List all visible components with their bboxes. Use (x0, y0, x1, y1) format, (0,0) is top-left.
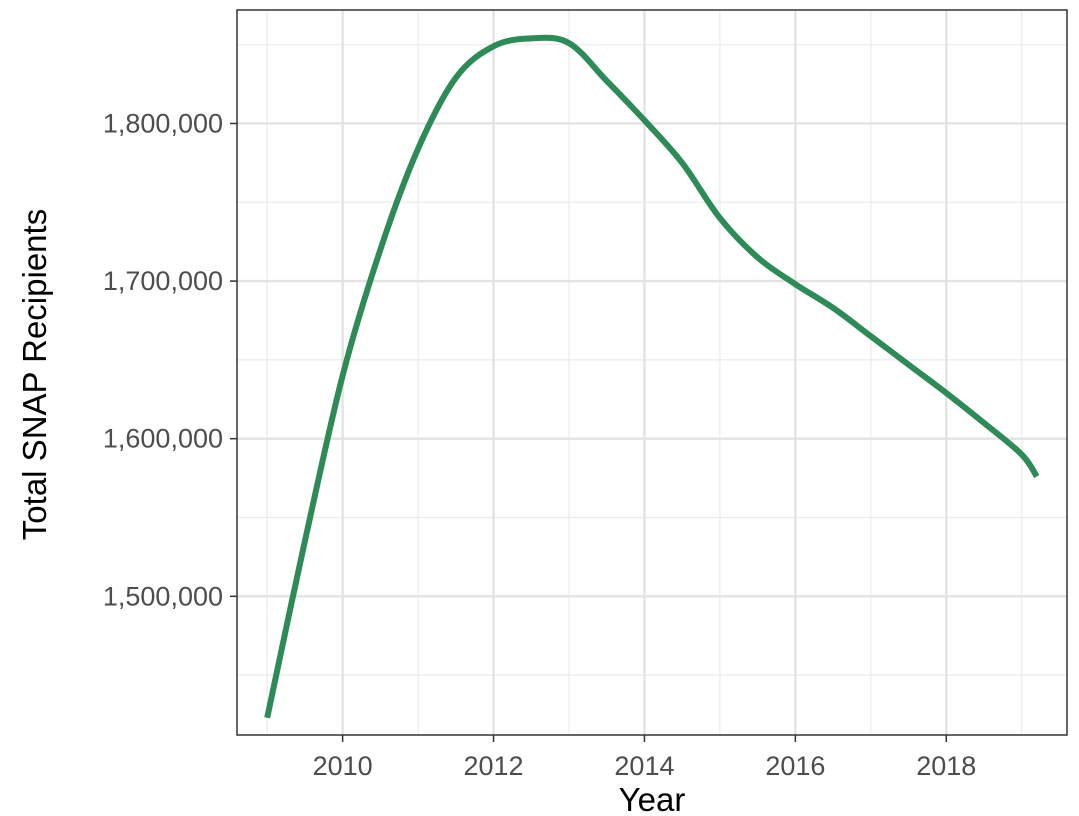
x-tick-label: 2016 (765, 751, 825, 781)
y-axis-title: Total SNAP Recipients (16, 209, 53, 540)
y-tick-label: 1,500,000 (103, 581, 223, 611)
plot-panel-border (236, 9, 1068, 736)
grid (237, 10, 1067, 735)
y-tick-label: 1,800,000 (103, 108, 223, 138)
axis-ticks: 2010 2012 2014 2016 2018 1,500,000 1,600,000 1,… (103, 108, 976, 781)
x-tick-label: 2018 (916, 751, 976, 781)
x-tick-label: 2014 (614, 751, 674, 781)
series-line (264, 34, 1040, 719)
y-tick-label: 1,700,000 (103, 266, 223, 296)
y-tick-label: 1,600,000 (103, 424, 223, 454)
x-axis-title: Year (619, 781, 686, 816)
x-tick-label: 2010 (313, 751, 373, 781)
series-layer (264, 34, 1040, 719)
x-tick-label: 2012 (464, 751, 524, 781)
